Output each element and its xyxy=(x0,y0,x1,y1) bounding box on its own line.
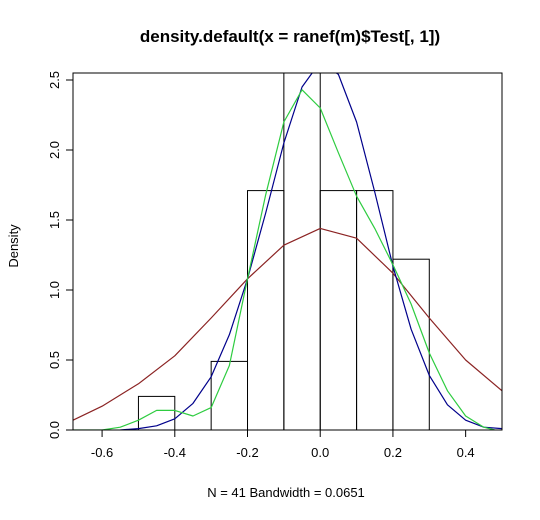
chart-title: density.default(x = ranef(m)$Test[, 1]) xyxy=(140,27,440,46)
y-tick-label-0: 0.0 xyxy=(47,421,62,439)
y-tick-label-1: 0.5 xyxy=(47,351,62,369)
x-tick-label-0: -0.6 xyxy=(91,445,113,460)
density-curves-group xyxy=(73,73,502,430)
x-tick-label-3: 0.0 xyxy=(311,445,329,460)
density-curve-2 xyxy=(73,89,495,430)
x-tick-label-2: -0.2 xyxy=(236,445,258,460)
x-tick-label-5: 0.4 xyxy=(457,445,475,460)
y-tick-label-5: 2.5 xyxy=(47,71,62,89)
plot-frame xyxy=(72,72,503,431)
y-axis: 0.0 0.5 1.0 1.5 2.0 2.5 xyxy=(47,71,74,439)
density-curve-0 xyxy=(73,227,502,421)
histogram-bar-6 xyxy=(356,190,394,431)
y-tick-label-3: 1.5 xyxy=(47,211,62,229)
x-tick-label-1: -0.4 xyxy=(164,445,186,460)
y-tick-label-2: 1.0 xyxy=(47,281,62,299)
histogram-bar-3 xyxy=(247,190,285,431)
histogram-bar-5 xyxy=(319,190,358,431)
x-axis: -0.6 -0.4 -0.2 0.0 0.2 0.4 xyxy=(91,430,475,460)
x-tick-label-4: 0.2 xyxy=(384,445,402,460)
density-curve-1 xyxy=(120,73,502,430)
y-axis-label: Density xyxy=(6,224,21,268)
x-axis-label: N = 41 Bandwidth = 0.0651 xyxy=(207,485,365,500)
histogram-bar-0 xyxy=(137,395,176,431)
y-tick-label-4: 2.0 xyxy=(47,141,62,159)
